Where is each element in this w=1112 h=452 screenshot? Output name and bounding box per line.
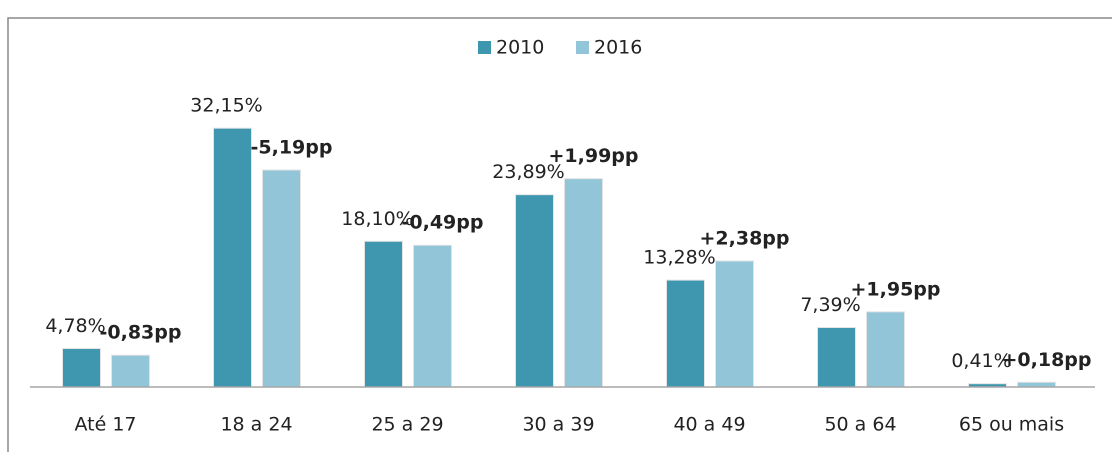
x-tick-label: 50 a 64 bbox=[824, 414, 896, 436]
x-tick-label: Até 17 bbox=[74, 414, 136, 436]
annotation: +1,99pp bbox=[549, 145, 639, 167]
data-label: 18,10% bbox=[341, 208, 413, 230]
annotation: -0,49pp bbox=[402, 212, 484, 234]
bar bbox=[817, 327, 856, 388]
annotation: -0,83pp bbox=[100, 322, 182, 344]
legend-swatch bbox=[478, 41, 491, 54]
data-label: 7,39% bbox=[800, 294, 860, 316]
legend-swatch bbox=[576, 41, 589, 54]
bar bbox=[62, 348, 101, 388]
legend-label: 2016 bbox=[594, 37, 642, 59]
x-tick-label: 18 a 24 bbox=[220, 414, 292, 436]
bar bbox=[413, 244, 452, 388]
data-label: 23,89% bbox=[492, 161, 564, 183]
annotation: -5,19pp bbox=[251, 136, 333, 158]
bar bbox=[715, 260, 754, 388]
bar bbox=[515, 194, 554, 388]
data-label: 0,41% bbox=[951, 350, 1011, 372]
data-label: 4,78% bbox=[45, 315, 105, 337]
bar bbox=[262, 169, 301, 388]
bar bbox=[111, 354, 150, 388]
data-label: 32,15% bbox=[190, 95, 262, 117]
annotation: +0,18pp bbox=[1002, 349, 1092, 371]
data-label: 13,28% bbox=[643, 247, 715, 269]
x-tick-label: 40 a 49 bbox=[673, 414, 745, 436]
x-tick-label: 65 ou mais bbox=[959, 414, 1064, 436]
x-tick-label: 25 a 29 bbox=[371, 414, 443, 436]
bar bbox=[666, 279, 705, 388]
legend-label: 2010 bbox=[496, 37, 544, 59]
bar bbox=[213, 127, 252, 388]
annotation: +2,38pp bbox=[700, 227, 790, 249]
bar bbox=[564, 178, 603, 388]
x-tick-label: 30 a 39 bbox=[522, 414, 594, 436]
annotation: +1,95pp bbox=[851, 278, 941, 300]
frame bbox=[7, 17, 1112, 452]
bar bbox=[364, 240, 403, 388]
bar bbox=[866, 311, 905, 388]
